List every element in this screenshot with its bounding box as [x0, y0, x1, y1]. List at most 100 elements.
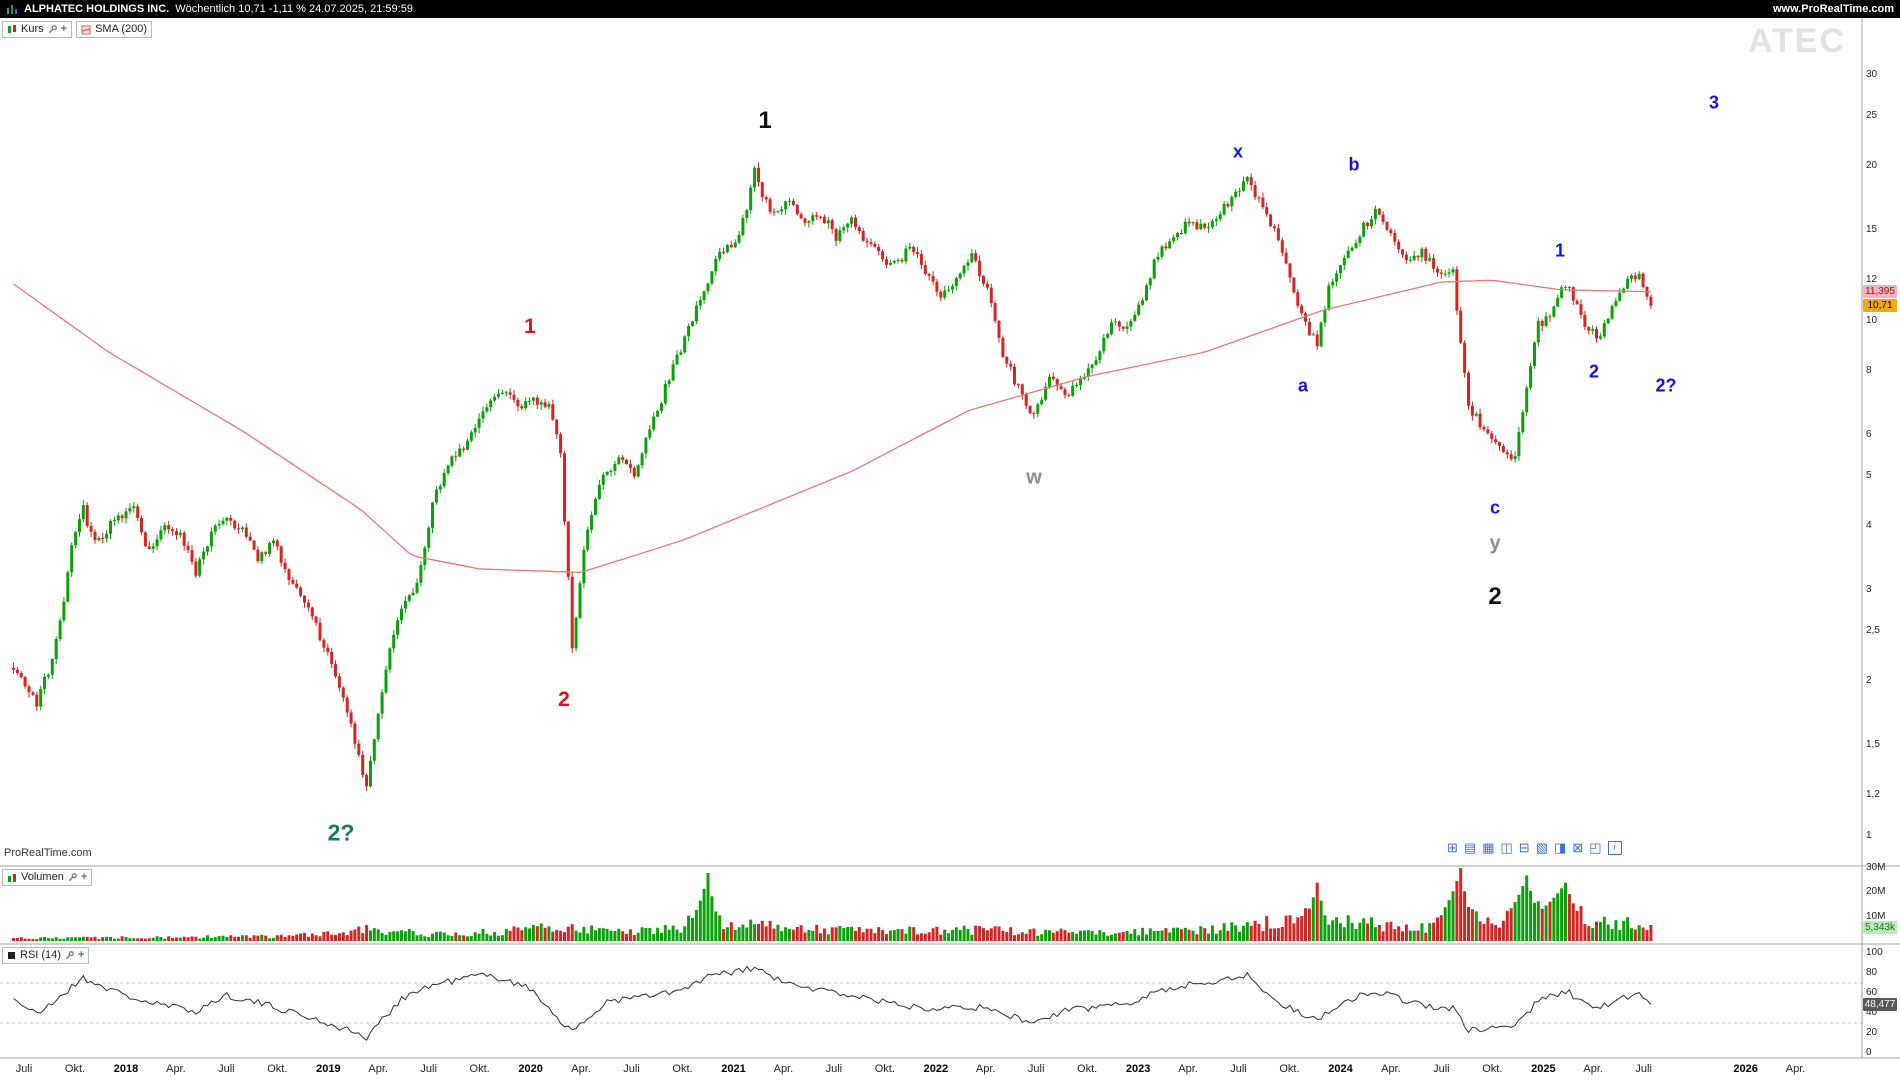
time-axis-label: Apr.	[1381, 1063, 1401, 1075]
time-axis-label: Juli	[1635, 1063, 1652, 1075]
rsi-axis-tick: 60	[1866, 987, 1878, 998]
wrench-icon[interactable]	[48, 25, 57, 34]
time-axis-label: Okt.	[267, 1063, 288, 1075]
list-icon[interactable]: ▤	[1463, 840, 1477, 855]
screenshot-icon[interactable]: ⊞	[1447, 840, 1458, 855]
last-price-badge: 10,71	[1863, 298, 1897, 312]
volume-bars-down	[12, 868, 1653, 941]
price-axis-tick: 25	[1866, 110, 1878, 122]
time-axis-label: Juli	[420, 1063, 437, 1075]
kurs-legend-chip[interactable]: Kurs +	[2, 21, 73, 38]
time-axis-label: Okt.	[1279, 1063, 1300, 1075]
wave-annotation[interactable]: 2	[1588, 361, 1600, 382]
price-axis-tick: 4	[1866, 519, 1872, 531]
time-axis-label: Okt.	[672, 1063, 693, 1075]
rsi-value-badge: 48,477	[1863, 997, 1897, 1011]
time-axis-label: 2021	[721, 1063, 746, 1075]
time-axis-label: 2025	[1531, 1063, 1556, 1075]
price-axis-tick: 6	[1866, 429, 1872, 441]
price-axis-tick: 1,2	[1866, 789, 1880, 801]
wave-annotation[interactable]: a	[1297, 375, 1309, 396]
wave-annotation[interactable]: w	[1026, 466, 1042, 489]
instrument-details: Wöchentlich 10,71 -1,11 % 24.07.2025, 21…	[175, 3, 413, 15]
time-axis-label: Okt.	[1077, 1063, 1098, 1075]
time-axis-label: 2019	[316, 1063, 341, 1075]
time-axis-label: Apr.	[1583, 1063, 1603, 1075]
time-axis-label: Apr.	[1178, 1063, 1198, 1075]
sma-line-icon	[81, 25, 91, 34]
volume-axis-tick: 10M	[1866, 910, 1886, 922]
wave-annotation[interactable]: 2?	[1655, 375, 1677, 396]
instrument-name: ALPHATEC HOLDINGS INC.	[24, 3, 170, 15]
compare-icon[interactable]: ◫	[1500, 840, 1513, 855]
price-axis-tick: 1	[1866, 830, 1872, 841]
price-axis-tick: 2,5	[1866, 625, 1880, 637]
time-axis-label: Okt.	[469, 1063, 490, 1075]
volume-axis-tick: 20M	[1866, 886, 1886, 898]
wave-annotation[interactable]: c	[1489, 497, 1501, 518]
rsi-axis-tick: 80	[1866, 967, 1878, 978]
prorealtime-link[interactable]: www.ProRealTime.com	[1772, 3, 1894, 15]
info-icon[interactable]: i	[1607, 841, 1622, 855]
time-axis-label: Apr.	[166, 1063, 186, 1075]
sma-legend-label: SMA (200)	[95, 23, 148, 35]
price-legend: Kurs + SMA (200)	[2, 21, 153, 38]
time-axis-label: 2018	[113, 1063, 139, 1075]
wave-annotation[interactable]: 2?	[327, 819, 355, 846]
price-axis-tick: 5	[1866, 470, 1872, 482]
add-indicator-icon[interactable]: +	[77, 949, 85, 961]
volume-legend: Volumen +	[2, 869, 93, 886]
time-axis-label: 2022	[923, 1063, 949, 1075]
wave-annotation[interactable]: 2	[558, 688, 570, 711]
price-axis-tick: 15	[1866, 224, 1878, 236]
app-logo-icon	[7, 5, 17, 14]
time-axis-label: Juli	[15, 1063, 33, 1075]
sma200-line[interactable]	[13, 279, 1651, 573]
rsi-axis-tick: 20	[1866, 1027, 1878, 1038]
rsi-legend-chip[interactable]: RSI (14) +	[2, 947, 90, 964]
time-axis-label: 2026	[1733, 1063, 1758, 1075]
wave-annotation[interactable]: 1	[524, 315, 536, 338]
wave-annotation[interactable]: b	[1348, 154, 1360, 175]
wrench-icon[interactable]	[65, 951, 74, 960]
pattern-icon[interactable]: ▧	[1535, 840, 1548, 855]
volume-legend-label: Volumen	[21, 871, 64, 883]
price-axis-tick: 20	[1866, 159, 1878, 171]
rsi-legend-label: RSI (14)	[20, 949, 61, 961]
close-chart-icon[interactable]: ⊠	[1572, 840, 1584, 855]
add-indicator-icon[interactable]: +	[60, 23, 68, 35]
time-axis-label: Juli	[825, 1063, 843, 1075]
wave-annotation[interactable]: 1	[758, 107, 772, 134]
chart-toolbar: ⊞ ▤ ▦ ◫ ⊟ ▧ ◨ ⊠ ◰ i	[1447, 841, 1622, 855]
rsi-line[interactable]	[13, 965, 1652, 1041]
time-axis-label: 2023	[1125, 1063, 1151, 1075]
time-axis-label: Juli	[1433, 1063, 1450, 1075]
wave-annotation[interactable]: y	[1489, 532, 1501, 555]
add-indicator-icon[interactable]: +	[80, 871, 88, 883]
time-axis-label: Apr.	[773, 1063, 794, 1075]
grid-icon[interactable]: ▦	[1482, 840, 1495, 855]
time-axis-label: Okt.	[1482, 1063, 1503, 1075]
wave-annotation[interactable]: 3	[1708, 92, 1720, 113]
minimize-icon[interactable]: ⊟	[1518, 840, 1530, 855]
time-axis-label: Apr.	[975, 1063, 996, 1075]
time-axis-label: Juli	[623, 1063, 640, 1075]
price-axis-tick: 2	[1866, 674, 1872, 686]
sma-legend-chip[interactable]: SMA (200)	[76, 21, 153, 38]
layout-icon[interactable]: ◰	[1589, 840, 1602, 855]
kurs-legend-label: Kurs	[21, 23, 44, 35]
time-axis-label: Juli	[1230, 1063, 1247, 1075]
volume-legend-chip[interactable]: Volumen +	[2, 869, 93, 886]
wave-annotation[interactable]: 2	[1488, 583, 1502, 610]
rsi-axis-tick: 100	[1866, 947, 1883, 958]
candlestick-icon	[8, 25, 16, 33]
wave-annotation[interactable]: 1	[1554, 240, 1566, 261]
wrench-icon[interactable]	[68, 873, 77, 882]
wave-annotation[interactable]: x	[1232, 141, 1244, 162]
volume-bars-icon	[8, 874, 16, 882]
split-icon[interactable]: ◨	[1554, 840, 1567, 855]
price-axis-tick: 3	[1866, 584, 1872, 596]
